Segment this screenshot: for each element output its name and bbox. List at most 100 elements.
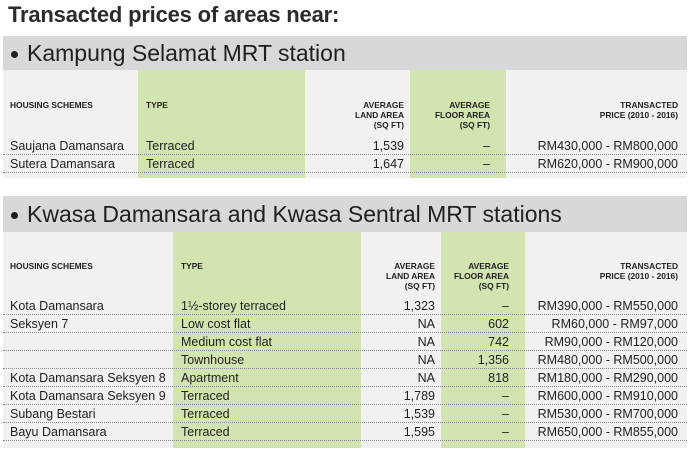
highlight-column — [441, 232, 525, 448]
cell-floor: 602 — [488, 317, 509, 331]
cell-floor: – — [502, 299, 509, 313]
highlight-column — [173, 232, 361, 448]
cell-floor: – — [483, 139, 490, 153]
table-row: Kota Damansara Seksyen 9 Terraced 1,789 – RM… — [3, 387, 687, 405]
cell-land: NA — [417, 371, 435, 385]
row-divider — [3, 154, 687, 155]
cell-price: RM620,000 - RM900,000 — [537, 157, 678, 171]
section-heading-text: Kampung Selamat MRT station — [27, 39, 346, 66]
cell-scheme: Bayu Damansara — [10, 425, 107, 439]
column-header-land: AVERAGE LAND AREA (SQ FT) — [305, 100, 404, 130]
row-divider — [3, 404, 687, 405]
cell-scheme: Kota Damansara — [10, 299, 104, 313]
table-row: Seksyen 7 Low cost flat NA 602 RM60,000 - RM… — [3, 315, 687, 333]
highlight-column — [410, 70, 506, 178]
column-header-price: TRANSACTED PRICE (2010 - 2016) — [506, 100, 678, 120]
cell-type: Terraced — [181, 407, 230, 421]
section-kwasa-damansara: Kwasa Damansara and Kwasa Sentral MRT st… — [3, 196, 687, 448]
table-row: Medium cost flat NA 742 RM90,000 - RM120,00… — [3, 333, 687, 351]
cell-price: RM600,000 - RM910,000 — [537, 389, 678, 403]
cell-type: Apartment — [181, 371, 239, 385]
cell-scheme: Kota Damansara Seksyen 9 — [10, 389, 166, 403]
cell-land: NA — [417, 317, 435, 331]
cell-land: 1,595 — [403, 425, 435, 439]
table-row: Subang Bestari Terraced 1,539 – RM530,000 - … — [3, 405, 687, 423]
cell-floor: – — [502, 425, 509, 439]
row-divider — [3, 422, 687, 423]
section-kampung-selamat: Kampung Selamat MRT station HOUSING SCHEM… — [3, 36, 687, 178]
table-row: Saujana Damansara Terraced 1,539 – RM430,000… — [3, 137, 687, 155]
cell-floor: 818 — [488, 371, 509, 385]
column-header-line: AVERAGE — [468, 261, 509, 271]
cell-type: Terraced — [181, 389, 230, 403]
table-row: Kota Damansara Seksyen 8 Apartment NA 818 RM… — [3, 369, 687, 387]
column-header-land: AVERAGE LAND AREA (SQ FT) — [361, 261, 435, 291]
cell-type: Medium cost flat — [181, 335, 273, 349]
table-row: Kota Damansara 1½-storey terraced 1,323 – RM… — [3, 297, 687, 315]
cell-land: NA — [417, 335, 435, 349]
section-heading: Kampung Selamat MRT station — [3, 36, 687, 70]
column-header-line: (SQ FT) — [404, 281, 435, 291]
cell-price: RM390,000 - RM550,000 — [537, 299, 678, 313]
column-header-line: PRICE (2010 - 2016) — [599, 110, 678, 120]
column-header-line: LAND AREA — [385, 271, 435, 281]
cell-scheme: Kota Damansara Seksyen 8 — [10, 371, 166, 385]
cell-floor: – — [502, 389, 509, 403]
column-header-floor: AVERAGE FLOOR AREA (SQ FT) — [410, 100, 490, 130]
column-header-line: TRANSACTED — [620, 261, 678, 271]
section-heading: Kwasa Damansara and Kwasa Sentral MRT st… — [3, 196, 687, 232]
cell-type: Terraced — [146, 139, 195, 153]
cell-price: RM650,000 - RM855,000 — [537, 425, 678, 439]
column-header-line: (SQ FT) — [373, 120, 404, 130]
column-header-line: FLOOR AREA — [453, 271, 509, 281]
column-header-price: TRANSACTED PRICE (2010 - 2016) — [525, 261, 678, 281]
row-divider — [3, 368, 687, 369]
table-row: Townhouse NA 1,356 RM480,000 - RM500,000 — [3, 351, 687, 369]
cell-floor: 742 — [488, 335, 509, 349]
row-divider — [3, 314, 687, 315]
cell-scheme: Sutera Damansara — [10, 157, 115, 171]
column-header-line: AVERAGE — [394, 261, 435, 271]
row-divider — [3, 172, 687, 173]
cell-price: RM90,000 - RM120,000 — [544, 335, 678, 349]
column-header-type: TYPE — [181, 261, 203, 271]
cell-type: Terraced — [181, 425, 230, 439]
bullet-icon — [11, 51, 18, 58]
cell-price: RM180,000 - RM290,000 — [537, 371, 678, 385]
column-header-line: AVERAGE — [363, 100, 404, 110]
row-divider — [3, 332, 687, 333]
column-header-line: AVERAGE — [449, 100, 490, 110]
cell-type: 1½-storey terraced — [181, 299, 286, 313]
column-header-line: LAND AREA — [354, 110, 404, 120]
row-divider — [3, 386, 687, 387]
cell-land: 1,539 — [372, 139, 404, 153]
cell-price: RM530,000 - RM700,000 — [537, 407, 678, 421]
cell-type: Townhouse — [181, 353, 245, 367]
cell-floor: – — [483, 157, 490, 171]
cell-scheme: Saujana Damansara — [10, 139, 124, 153]
cell-land: 1,323 — [403, 299, 435, 313]
column-header-line: TRANSACTED — [620, 100, 678, 110]
table-row: Bayu Damansara Terraced 1,595 – RM650,000 - … — [3, 423, 687, 441]
column-header-floor: AVERAGE FLOOR AREA (SQ FT) — [441, 261, 509, 291]
cell-price: RM430,000 - RM800,000 — [537, 139, 678, 153]
column-header-type: TYPE — [146, 100, 168, 110]
cell-type: Low cost flat — [181, 317, 251, 331]
cell-scheme: Seksyen 7 — [10, 317, 69, 331]
column-header-scheme: HOUSING SCHEMES — [10, 261, 93, 271]
column-header-line: FLOOR AREA — [434, 110, 490, 120]
table-row: Sutera Damansara Terraced 1,647 – RM620,000 … — [3, 155, 687, 173]
cell-land: NA — [417, 353, 435, 367]
cell-price: RM480,000 - RM500,000 — [537, 353, 678, 367]
cell-type: Terraced — [146, 157, 195, 171]
cell-floor: – — [502, 407, 509, 421]
cell-price: RM60,000 - RM97,000 — [551, 317, 678, 331]
row-divider — [3, 440, 687, 441]
column-header-line: (SQ FT) — [459, 120, 490, 130]
cell-land: 1,789 — [403, 389, 435, 403]
cell-land: 1,539 — [403, 407, 435, 421]
highlight-column — [138, 70, 305, 178]
cell-land: 1,647 — [372, 157, 404, 171]
column-header-line: PRICE (2010 - 2016) — [599, 271, 678, 281]
row-divider — [3, 350, 687, 351]
